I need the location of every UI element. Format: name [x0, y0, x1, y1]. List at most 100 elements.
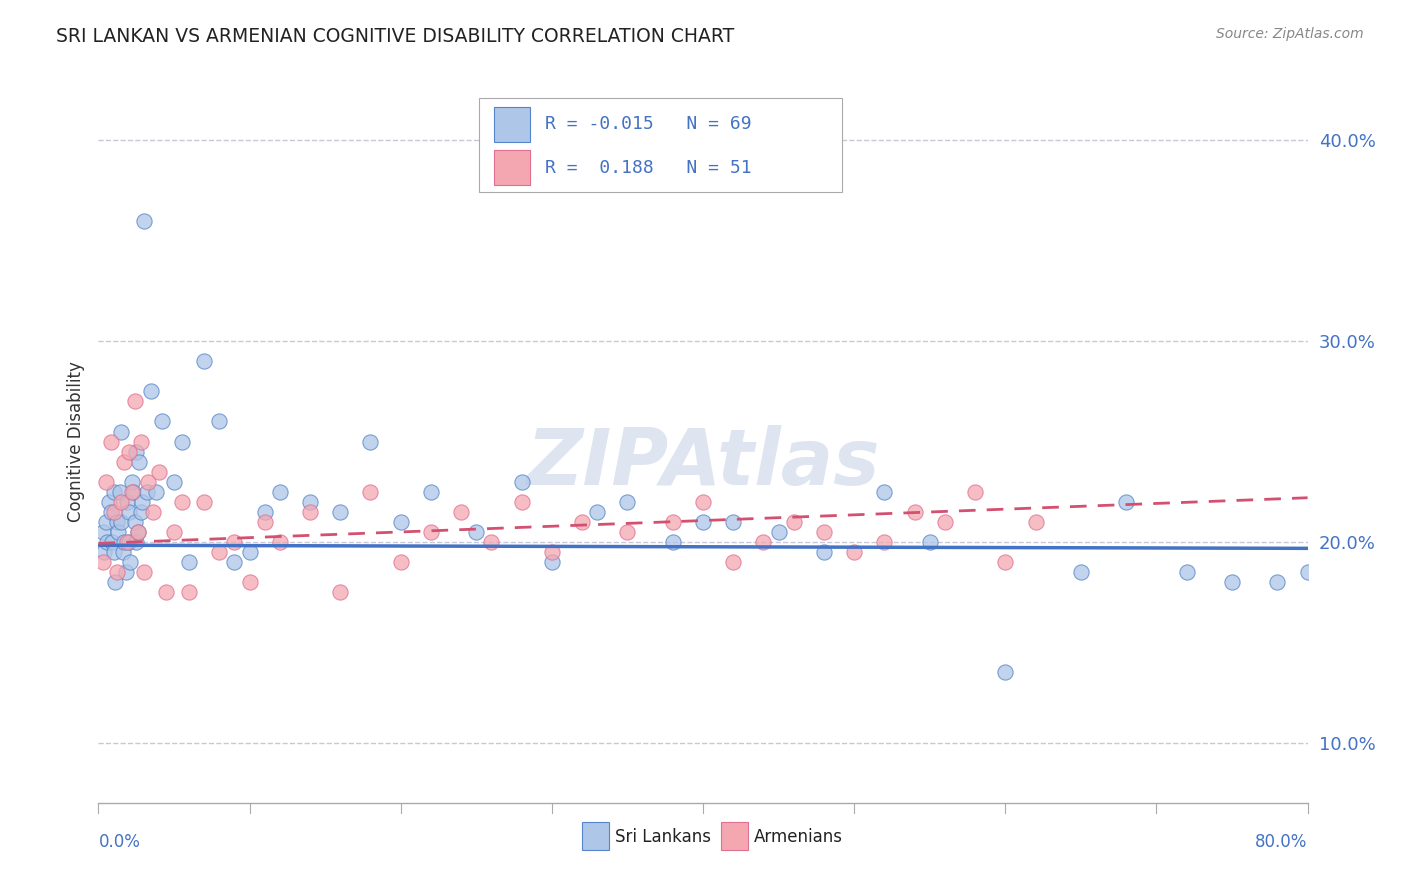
Point — [692, 494, 714, 508]
FancyBboxPatch shape — [494, 151, 530, 185]
Point — [93, 545, 115, 559]
FancyBboxPatch shape — [721, 822, 748, 850]
Point — [132, 565, 155, 579]
Point — [813, 545, 835, 559]
Point — [118, 535, 141, 549]
Point — [170, 494, 193, 508]
Point — [91, 555, 114, 569]
Point — [100, 434, 122, 449]
Point — [1070, 565, 1092, 579]
Point — [112, 455, 135, 469]
Point — [155, 585, 177, 599]
Point — [124, 394, 146, 409]
Point — [120, 555, 142, 569]
Point — [224, 535, 246, 549]
Point — [540, 545, 562, 559]
Point — [121, 475, 143, 489]
Point — [111, 545, 134, 559]
Point — [540, 555, 562, 569]
Point — [115, 494, 138, 508]
Point — [96, 535, 118, 549]
Point — [269, 535, 291, 549]
Point — [193, 354, 215, 368]
Text: ZIPAtlas: ZIPAtlas — [526, 425, 880, 501]
Text: 80.0%: 80.0% — [1256, 833, 1308, 851]
Point — [118, 505, 141, 519]
Point — [112, 535, 135, 549]
Point — [115, 535, 138, 549]
Text: Sri Lankans: Sri Lankans — [614, 829, 710, 847]
Point — [129, 505, 152, 519]
Point — [141, 384, 163, 399]
Point — [299, 494, 322, 508]
Point — [1267, 575, 1289, 590]
Point — [142, 505, 165, 519]
Point — [360, 434, 382, 449]
Point — [132, 214, 155, 228]
Point — [98, 494, 121, 508]
Point — [125, 535, 148, 549]
Point — [481, 535, 503, 549]
Point — [934, 515, 956, 529]
Point — [389, 515, 412, 529]
Point — [389, 555, 412, 569]
Point — [163, 524, 186, 539]
Text: Armenians: Armenians — [754, 829, 842, 847]
Text: R =  0.188   N = 51: R = 0.188 N = 51 — [544, 159, 751, 177]
Point — [101, 535, 124, 549]
Point — [661, 515, 683, 529]
Point — [1296, 565, 1319, 579]
Point — [1220, 575, 1243, 590]
Point — [420, 524, 443, 539]
Point — [360, 484, 382, 499]
Point — [965, 484, 987, 499]
Point — [616, 524, 638, 539]
Text: R = -0.015   N = 69: R = -0.015 N = 69 — [544, 115, 751, 133]
Point — [692, 515, 714, 529]
Point — [420, 484, 443, 499]
Point — [100, 505, 122, 519]
Point — [110, 425, 132, 439]
Point — [329, 505, 352, 519]
Point — [107, 524, 129, 539]
Point — [94, 515, 117, 529]
Point — [768, 524, 790, 539]
Point — [465, 524, 488, 539]
Point — [661, 535, 683, 549]
FancyBboxPatch shape — [582, 822, 609, 850]
Point — [91, 524, 114, 539]
Point — [299, 505, 322, 519]
Point — [752, 535, 775, 549]
Point — [510, 494, 533, 508]
Point — [108, 484, 131, 499]
Point — [150, 414, 173, 428]
Point — [170, 434, 193, 449]
Point — [269, 484, 291, 499]
Text: SRI LANKAN VS ARMENIAN COGNITIVE DISABILITY CORRELATION CHART: SRI LANKAN VS ARMENIAN COGNITIVE DISABIL… — [56, 27, 734, 45]
Point — [723, 555, 745, 569]
Point — [844, 545, 866, 559]
Point — [586, 505, 609, 519]
Point — [179, 555, 201, 569]
Point — [105, 565, 128, 579]
Point — [124, 515, 146, 529]
Point — [253, 505, 276, 519]
Point — [904, 505, 927, 519]
Point — [994, 665, 1017, 680]
Text: 0.0%: 0.0% — [98, 833, 141, 851]
Point — [118, 444, 141, 458]
Point — [208, 414, 231, 428]
Point — [103, 484, 125, 499]
Point — [723, 515, 745, 529]
Point — [1115, 494, 1137, 508]
Point — [179, 585, 201, 599]
Point — [122, 484, 145, 499]
Point — [329, 585, 352, 599]
Point — [224, 555, 246, 569]
Point — [131, 494, 153, 508]
Point — [813, 524, 835, 539]
Point — [105, 515, 128, 529]
Point — [104, 575, 127, 590]
Point — [103, 505, 125, 519]
Point — [94, 475, 117, 489]
